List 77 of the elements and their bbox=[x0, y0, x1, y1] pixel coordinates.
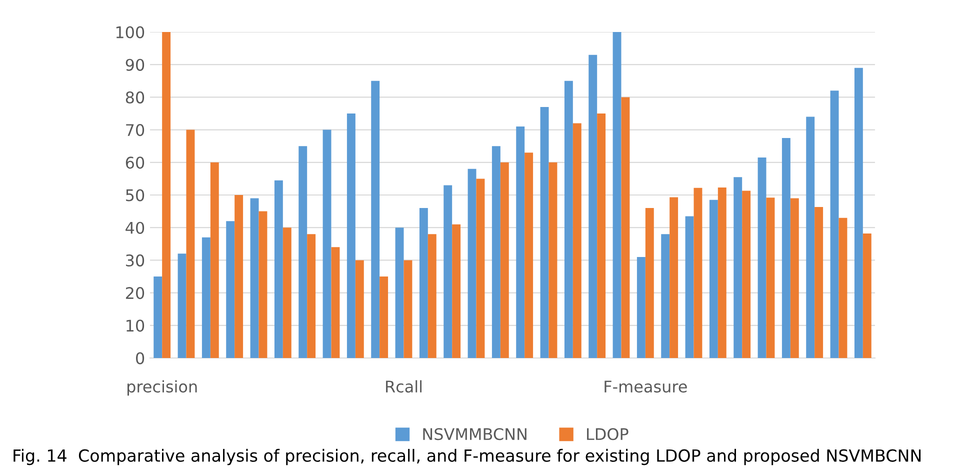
bar bbox=[258, 211, 268, 358]
bar bbox=[742, 190, 751, 358]
bar bbox=[806, 116, 815, 358]
bar bbox=[186, 130, 195, 358]
bar bbox=[468, 168, 476, 358]
y-tick-label: 70 bbox=[126, 124, 144, 136]
bar bbox=[524, 152, 534, 358]
bar bbox=[862, 233, 872, 358]
bar bbox=[444, 185, 452, 358]
bar bbox=[234, 195, 244, 358]
bar bbox=[476, 178, 485, 358]
legend-label: LDOP bbox=[587, 428, 628, 440]
bar bbox=[331, 247, 340, 358]
bar bbox=[404, 260, 412, 358]
bar bbox=[282, 228, 292, 358]
y-tick-label: 50 bbox=[126, 189, 144, 202]
bar bbox=[548, 162, 558, 358]
bar bbox=[621, 97, 630, 358]
bar bbox=[346, 114, 356, 358]
y-tick-label: 0 bbox=[136, 352, 144, 364]
y-tick-label: 10 bbox=[126, 320, 144, 332]
bar bbox=[307, 234, 316, 358]
bar bbox=[492, 146, 500, 358]
bar bbox=[854, 68, 863, 358]
bar bbox=[790, 198, 799, 358]
bar bbox=[178, 254, 186, 358]
bar bbox=[540, 106, 549, 358]
y-tick-label: 30 bbox=[126, 254, 144, 266]
bar bbox=[597, 114, 606, 358]
bar bbox=[419, 208, 428, 358]
bar bbox=[322, 130, 332, 358]
bar bbox=[162, 32, 171, 358]
bar bbox=[661, 234, 670, 358]
bar bbox=[250, 198, 259, 358]
bar bbox=[274, 180, 283, 358]
bar bbox=[758, 158, 766, 358]
bar bbox=[718, 188, 726, 358]
bar bbox=[210, 162, 219, 358]
x-tick-label: F-measure bbox=[604, 380, 687, 393]
caption: Fig. 14 Comparative analysis of precision, recall, and F-measure for existing LDOP and proposed NSVMBCNN bbox=[14, 448, 921, 466]
bar bbox=[670, 197, 678, 358]
bar bbox=[709, 200, 718, 358]
bar bbox=[380, 276, 388, 358]
bar bbox=[572, 123, 582, 358]
bar bbox=[355, 260, 364, 358]
x-tick-label: Rcall bbox=[386, 380, 422, 393]
bar bbox=[395, 228, 404, 358]
bar bbox=[428, 234, 436, 358]
bar bbox=[500, 162, 509, 358]
y-tick-label: 20 bbox=[126, 287, 144, 300]
bar bbox=[588, 54, 598, 358]
bar bbox=[564, 80, 573, 358]
bar bbox=[452, 224, 461, 358]
bar bbox=[734, 177, 742, 358]
legend-label: NSVMMBCNN bbox=[423, 428, 526, 440]
bar bbox=[838, 218, 848, 358]
bar bbox=[154, 276, 162, 358]
y-tick-label: 40 bbox=[126, 222, 144, 234]
bar bbox=[766, 198, 775, 358]
x-tick-label: precision bbox=[128, 380, 197, 396]
bar bbox=[226, 221, 235, 358]
bar bbox=[202, 237, 210, 358]
bar bbox=[782, 138, 790, 358]
bar bbox=[830, 90, 839, 358]
bar bbox=[298, 146, 308, 358]
y-tick-label: 100 bbox=[116, 26, 144, 38]
y-tick-label: 90 bbox=[126, 58, 144, 71]
bar bbox=[814, 207, 824, 358]
bar bbox=[371, 80, 380, 358]
bar bbox=[612, 32, 622, 358]
bar bbox=[636, 256, 646, 358]
bar bbox=[694, 188, 702, 358]
bar bbox=[645, 208, 654, 358]
y-tick-label: 80 bbox=[126, 91, 144, 104]
bar bbox=[685, 216, 694, 358]
y-tick-label: 60 bbox=[126, 156, 144, 169]
bar bbox=[516, 126, 525, 358]
